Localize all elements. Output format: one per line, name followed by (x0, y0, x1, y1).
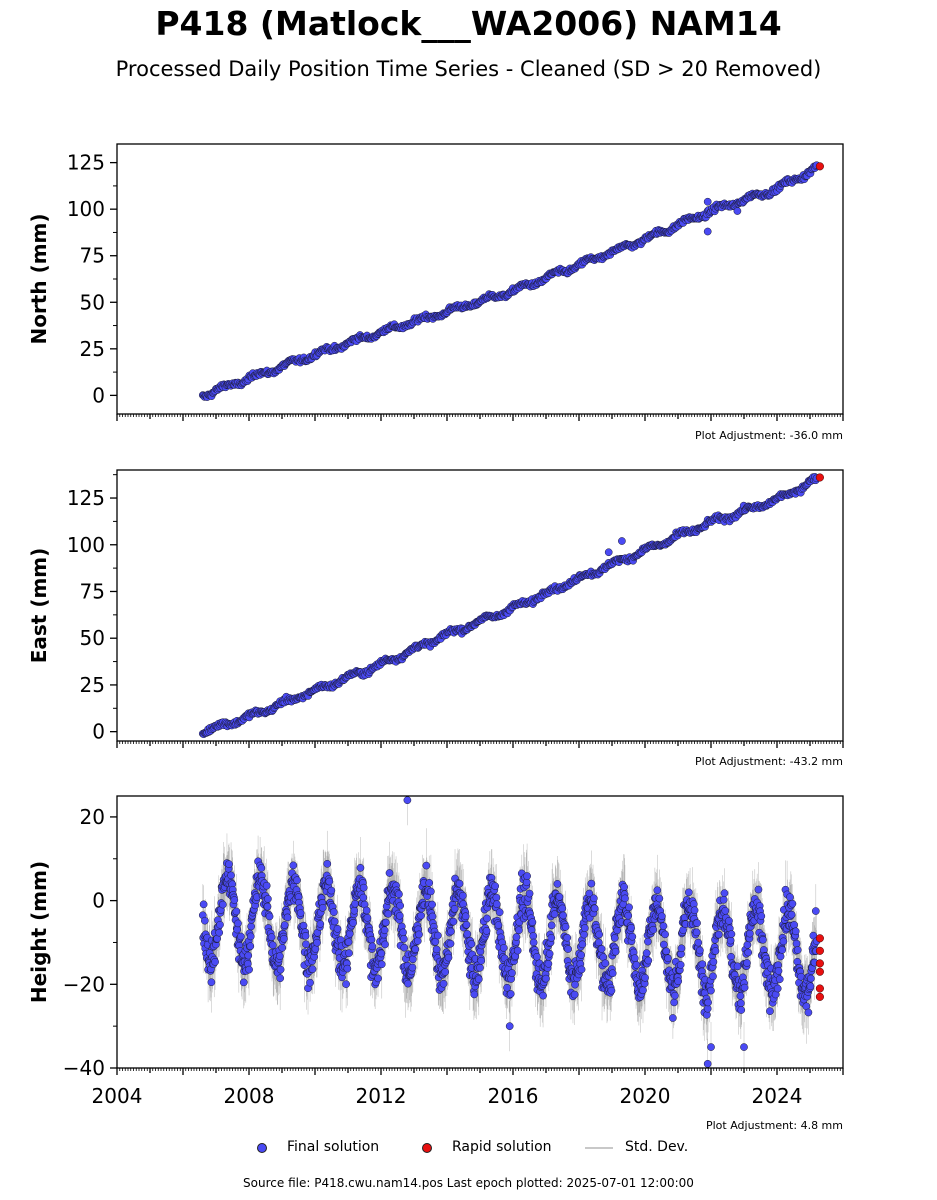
panel-frame (116, 143, 844, 415)
plot-area (198, 796, 824, 1068)
final-point (230, 896, 239, 904)
final-point (604, 548, 613, 557)
panel-frame (116, 469, 844, 742)
y-tick-label: 50 (80, 290, 105, 314)
final-point (225, 860, 233, 868)
y-tick-label: 25 (80, 673, 105, 697)
y-tick-label: 25 (80, 337, 105, 361)
y-axis-label: East (mm) (27, 548, 51, 664)
page-title: P418 (Matlock___WA2006) NAM14 (155, 4, 782, 43)
final-point (211, 958, 219, 966)
y-tick-label: 100 (67, 197, 105, 221)
plot-adjustment-note: Plot Adjustment: -36.0 mm (695, 429, 843, 442)
rapid-point (815, 473, 824, 482)
final-point (237, 932, 245, 941)
plot-adjustment-note: Plot Adjustment: -43.2 mm (695, 755, 843, 768)
y-tick-label: 0 (92, 720, 105, 744)
y-tick-label: 125 (67, 151, 105, 175)
final-point (703, 227, 712, 236)
final-point (207, 978, 216, 987)
final-point (227, 871, 235, 880)
y-tick-label: 75 (80, 244, 105, 268)
page-subtitle: Processed Daily Position Time Series - C… (115, 57, 822, 81)
final-point (733, 207, 742, 215)
final-point (219, 900, 227, 909)
final-point (216, 920, 224, 929)
y-tick-label: 50 (80, 626, 105, 650)
plot-area (198, 473, 824, 739)
y-tick-label: 0 (92, 383, 105, 407)
final-point (215, 928, 224, 937)
y-tick-label: 75 (80, 579, 105, 603)
panel-0: 0 25 50 75 100 125 North (mm) Plot Adjustment: … (27, 143, 844, 442)
rapid-point (815, 162, 824, 171)
final-point (199, 900, 208, 909)
final-point (703, 197, 712, 206)
final-point (618, 537, 626, 545)
y-axis-label: North (mm) (27, 213, 51, 344)
final-point (232, 907, 241, 916)
panel-1: 0 25 50 75 100 125 East (mm) Plot Adjustment: -… (27, 469, 844, 768)
y-tick-label: 100 (67, 533, 105, 557)
final-point (200, 916, 209, 925)
final-point (234, 919, 242, 928)
plot-area (198, 161, 824, 401)
y-tick-label: 125 (67, 486, 105, 510)
